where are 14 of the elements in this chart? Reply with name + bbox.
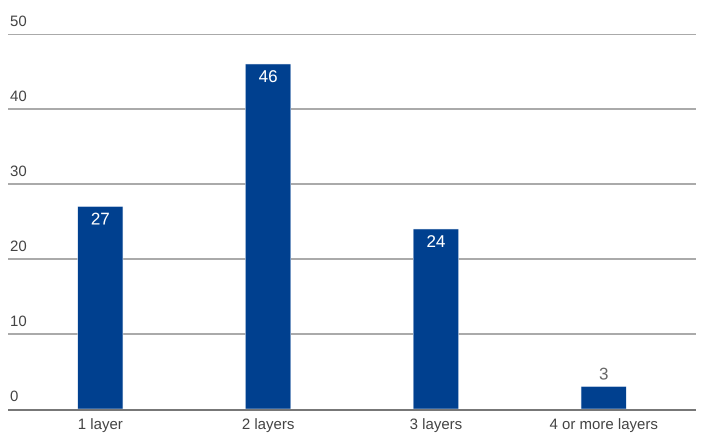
data-label: 46 xyxy=(258,67,278,86)
data-label: 27 xyxy=(90,210,110,228)
x-tick-label: 3 layers xyxy=(410,416,462,433)
x-tick-label: 1 layer xyxy=(78,416,123,433)
y-tick-label: 10 xyxy=(10,313,27,330)
y-tick-label: 30 xyxy=(10,163,27,180)
data-label: 3 xyxy=(598,364,608,384)
y-tick-label: 0 xyxy=(10,388,18,405)
data-label: 24 xyxy=(426,232,446,251)
y-tick-label: 40 xyxy=(10,88,27,105)
y-tick-label: 20 xyxy=(10,238,27,255)
y-tick-label: 50 xyxy=(10,13,27,30)
x-tick-label: 4 or more layers xyxy=(550,416,658,433)
x-tick-label: 2 layers xyxy=(242,416,294,433)
